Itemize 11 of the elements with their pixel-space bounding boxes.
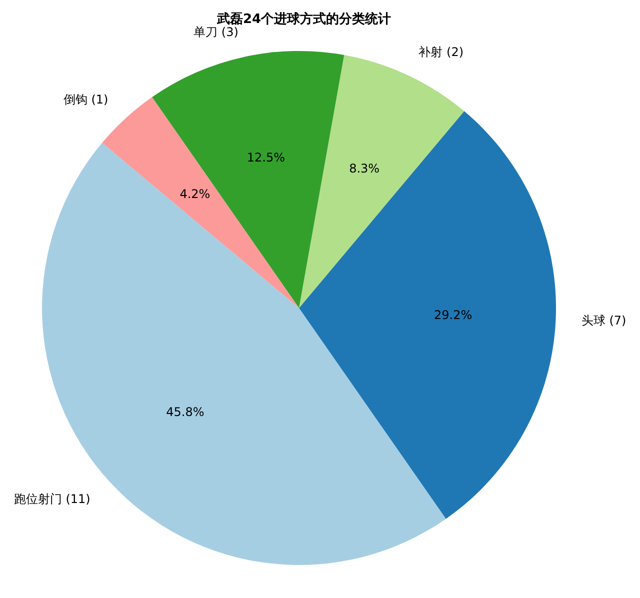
slice-label: 倒钩 (1) bbox=[63, 92, 108, 106]
data-label: 29.2% bbox=[434, 308, 472, 322]
slice-label: 单刀 (3) bbox=[194, 24, 238, 39]
chart-title: 武磊24个进球方式的分类统计 bbox=[216, 11, 392, 27]
data-label: 4.2% bbox=[180, 187, 210, 202]
data-label: 8.3% bbox=[349, 161, 380, 176]
data-label: 45.8% bbox=[166, 405, 204, 420]
data-label: 12.5% bbox=[246, 150, 286, 164]
slice-label: 跑位射门 (11) bbox=[14, 492, 90, 506]
slice-label: 头球 (7) bbox=[581, 314, 626, 328]
slice-label: 补射 (2) bbox=[418, 44, 464, 59]
